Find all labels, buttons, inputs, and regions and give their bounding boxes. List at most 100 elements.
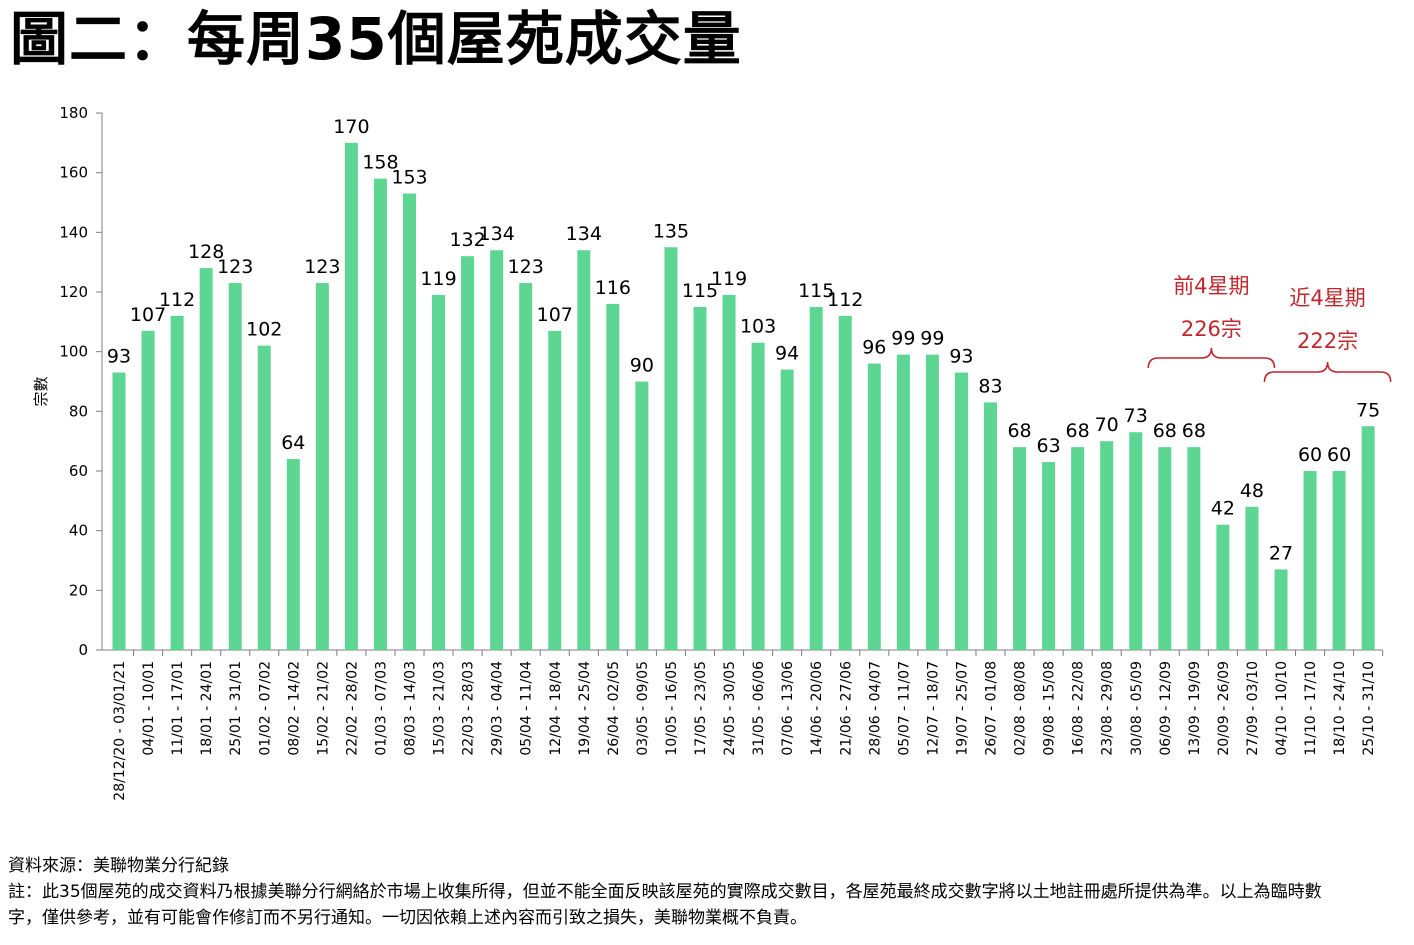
x-tick-label: 17/05 - 23/05 — [693, 661, 709, 756]
bar-value-label: 112 — [159, 289, 195, 311]
bar-value-label: 134 — [566, 223, 602, 245]
bar-chart: 0 20 40 60 80 100 120 140 160 180 宗數 93 28/12/20 - 0… — [32, 104, 1392, 801]
annotation-label: 前4星期 — [1173, 274, 1249, 298]
bar — [490, 250, 504, 650]
x-tick-label: 16/08 - 22/08 — [1071, 661, 1087, 756]
bar-value-label: 135 — [653, 220, 689, 242]
bar-value-label: 68 — [1182, 420, 1206, 442]
bar — [1332, 471, 1346, 650]
bar-value-label: 119 — [711, 268, 747, 290]
bar-value-label: 93 — [949, 346, 973, 368]
x-tick-label: 18/01 - 24/01 — [199, 661, 215, 756]
x-tick-label: 06/09 - 12/09 — [1158, 661, 1174, 756]
y-tick-label: 20 — [69, 581, 88, 599]
bar-value-label: 63 — [1037, 435, 1061, 457]
bar-value-label: 73 — [1124, 405, 1148, 427]
bar — [1100, 441, 1114, 650]
bar-value-label: 27 — [1269, 542, 1293, 564]
y-tick-label: 60 — [69, 462, 88, 480]
bar-value-label: 123 — [304, 256, 340, 278]
bar — [112, 372, 126, 650]
bar-value-label: 68 — [1007, 420, 1031, 442]
x-tick-label: 12/04 - 18/04 — [548, 661, 564, 756]
bar-value-label: 68 — [1153, 420, 1177, 442]
x-tick-label: 04/10 - 10/10 — [1274, 661, 1290, 756]
bar — [1158, 447, 1172, 650]
x-tick-label: 12/07 - 18/07 — [925, 661, 941, 756]
x-tick-label: 26/04 - 02/05 — [606, 661, 622, 756]
x-tick-label: 08/02 - 14/02 — [286, 661, 302, 756]
bar-value-label: 107 — [130, 304, 166, 326]
bar — [896, 354, 910, 650]
bar-value-label: 83 — [978, 375, 1002, 397]
bar-value-label: 115 — [798, 280, 834, 302]
bar — [519, 283, 533, 650]
annotation-bracket — [1263, 361, 1392, 383]
bar — [228, 283, 242, 650]
bar-value-label: 48 — [1240, 480, 1264, 502]
bar-value-label: 96 — [862, 337, 886, 359]
bar-value-label: 70 — [1095, 414, 1119, 436]
annotation-total: 226宗 — [1181, 317, 1242, 341]
bar-value-label: 170 — [333, 116, 369, 138]
bar-value-label: 68 — [1066, 420, 1090, 442]
x-tick-label: 01/02 - 07/02 — [257, 661, 273, 756]
bar — [867, 363, 881, 650]
bar — [1187, 447, 1201, 650]
x-tick-label: 15/02 - 21/02 — [315, 661, 331, 756]
bar-value-label: 123 — [508, 256, 544, 278]
bar — [286, 459, 300, 650]
x-tick-label: 22/03 - 28/03 — [461, 661, 477, 756]
bar — [344, 142, 358, 651]
y-tick-label: 120 — [59, 283, 88, 301]
bar-value-label: 134 — [479, 223, 515, 245]
bar-value-label: 107 — [537, 304, 573, 326]
bar-value-label: 153 — [391, 167, 427, 189]
bar-value-label: 123 — [217, 256, 253, 278]
bar — [315, 283, 329, 650]
bar — [1216, 524, 1230, 650]
bar — [1274, 569, 1288, 650]
bar — [432, 294, 446, 650]
bar-value-label: 115 — [682, 280, 718, 302]
x-tick-label: 24/05 - 30/05 — [722, 661, 738, 756]
bar — [141, 330, 155, 650]
x-tick-label: 01/03 - 07/03 — [373, 661, 389, 756]
y-tick-label: 160 — [59, 164, 88, 182]
x-tick-label: 26/07 - 01/08 — [984, 661, 1000, 756]
bar-value-label: 60 — [1327, 444, 1351, 466]
bar-value-label: 99 — [920, 328, 944, 350]
bar-value-label: 90 — [630, 355, 654, 377]
x-tick-label: 11/01 - 17/01 — [170, 661, 186, 756]
y-tick-label: 100 — [59, 343, 88, 361]
bar-value-label: 93 — [107, 346, 131, 368]
x-tick-label: 08/03 - 14/03 — [403, 661, 419, 756]
x-tick-label: 25/10 - 31/10 — [1361, 661, 1377, 756]
bar — [722, 294, 736, 650]
bar — [257, 345, 271, 650]
y-axis-title: 宗數 — [32, 376, 50, 406]
y-tick-label: 80 — [69, 402, 88, 420]
bar — [577, 250, 591, 650]
x-tick-label: 21/06 - 27/06 — [838, 661, 854, 756]
bar — [199, 268, 213, 650]
bar — [373, 178, 387, 650]
bar — [1071, 447, 1085, 650]
bar — [809, 306, 823, 650]
bar — [984, 402, 997, 650]
bar-value-label: 112 — [827, 289, 863, 311]
bar-value-label: 158 — [362, 152, 398, 174]
x-tick-label: 28/12/20 - 03/01/21 — [112, 661, 128, 801]
x-tick-label: 10/05 - 16/05 — [664, 661, 680, 756]
y-tick-label: 40 — [69, 522, 88, 540]
x-tick-label: 19/07 - 25/07 — [954, 661, 970, 756]
x-tick-label: 28/06 - 04/07 — [867, 661, 883, 756]
bar-value-label: 75 — [1356, 399, 1380, 421]
bar-value-label: 116 — [595, 277, 631, 299]
x-tick-label: 15/03 - 21/03 — [432, 661, 448, 756]
x-tick-label: 20/09 - 26/09 — [1216, 661, 1232, 756]
bar-value-label: 132 — [449, 229, 485, 251]
bar — [1129, 432, 1143, 650]
bar — [635, 381, 649, 650]
bar-value-label: 42 — [1211, 498, 1235, 520]
